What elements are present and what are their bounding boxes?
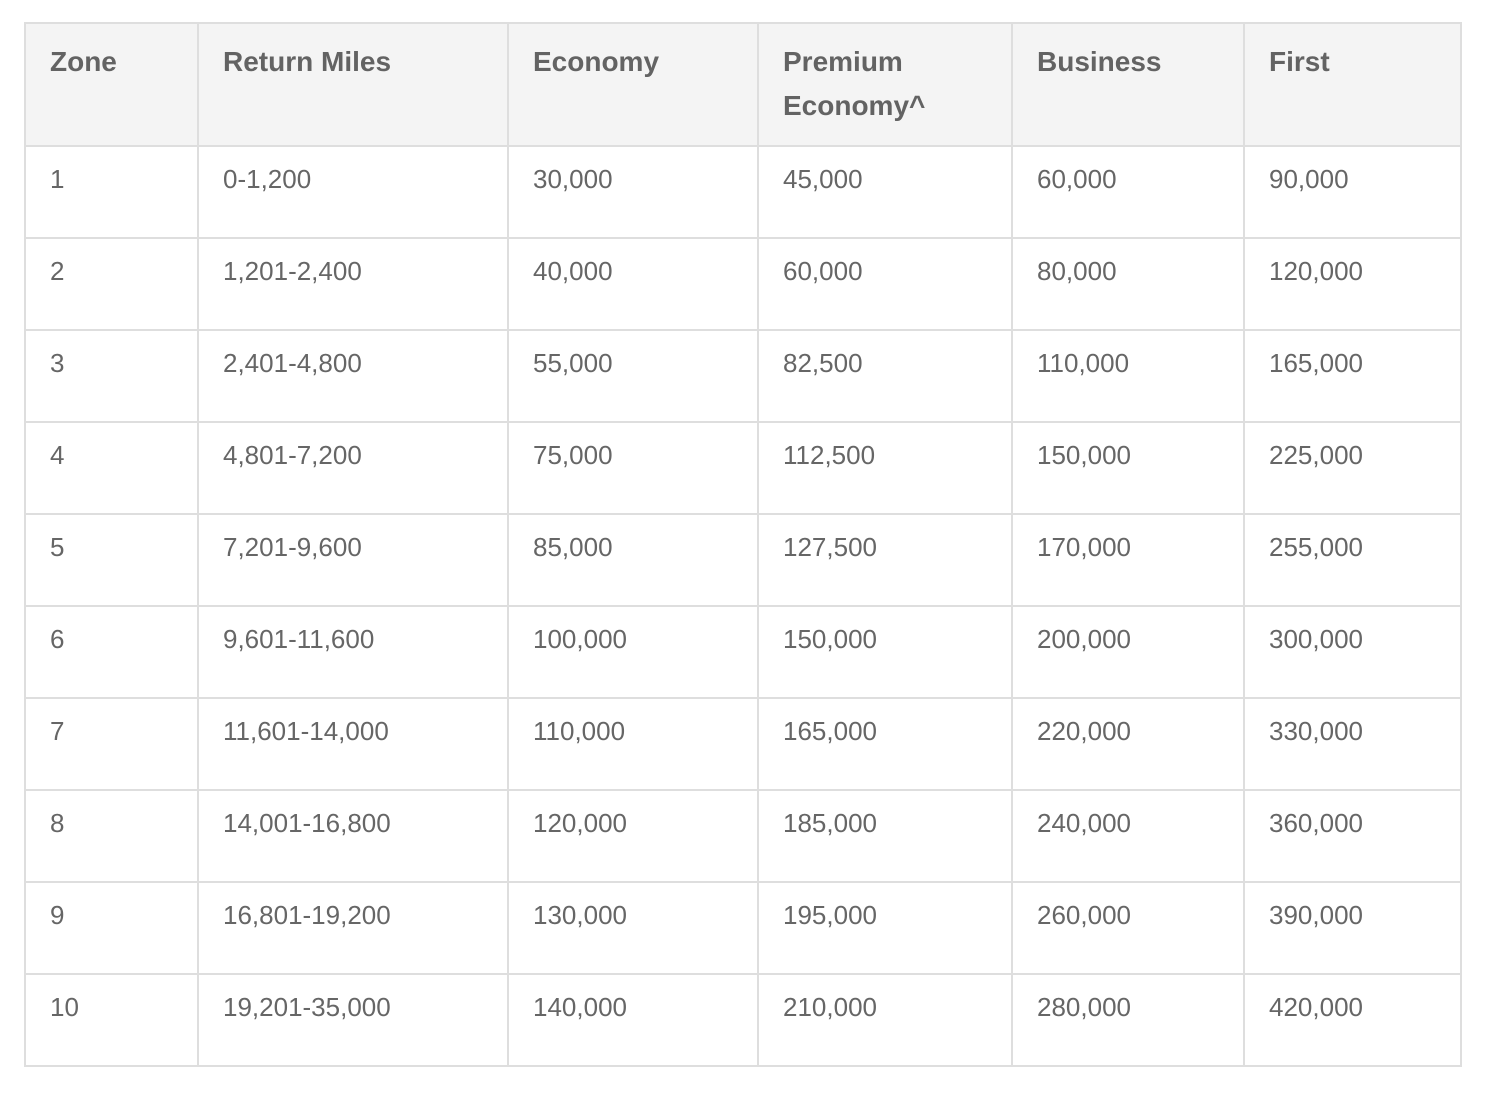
- cell-economy: 100,000: [507, 605, 759, 699]
- cell-return-miles: 1,201-2,400: [197, 237, 509, 331]
- cell-zone: 5: [24, 513, 199, 607]
- cell-zone: 8: [24, 789, 199, 883]
- table-row: 8 14,001-16,800 120,000 185,000 240,000 …: [24, 789, 1462, 883]
- cell-return-miles: 0-1,200: [197, 145, 509, 239]
- award-chart-table-container: Zone Return Miles Economy Premium Econom…: [24, 22, 1462, 1067]
- cell-economy: 110,000: [507, 697, 759, 791]
- cell-first: 165,000: [1243, 329, 1462, 423]
- cell-zone: 9: [24, 881, 199, 975]
- cell-premium-economy: 150,000: [757, 605, 1013, 699]
- cell-economy: 120,000: [507, 789, 759, 883]
- table-row: 4 4,801-7,200 75,000 112,500 150,000 225…: [24, 421, 1462, 515]
- cell-economy: 40,000: [507, 237, 759, 331]
- table-row: 2 1,201-2,400 40,000 60,000 80,000 120,0…: [24, 237, 1462, 331]
- cell-business: 170,000: [1011, 513, 1245, 607]
- cell-zone: 4: [24, 421, 199, 515]
- cell-economy: 75,000: [507, 421, 759, 515]
- header-first: First: [1243, 22, 1462, 147]
- header-return-miles: Return Miles: [197, 22, 509, 147]
- cell-zone: 2: [24, 237, 199, 331]
- cell-economy: 85,000: [507, 513, 759, 607]
- table-row: 10 19,201-35,000 140,000 210,000 280,000…: [24, 973, 1462, 1067]
- cell-premium-economy: 165,000: [757, 697, 1013, 791]
- cell-return-miles: 19,201-35,000: [197, 973, 509, 1067]
- cell-premium-economy: 127,500: [757, 513, 1013, 607]
- table-row: 6 9,601-11,600 100,000 150,000 200,000 3…: [24, 605, 1462, 699]
- cell-return-miles: 9,601-11,600: [197, 605, 509, 699]
- header-business: Business: [1011, 22, 1245, 147]
- cell-premium-economy: 195,000: [757, 881, 1013, 975]
- cell-business: 220,000: [1011, 697, 1245, 791]
- table-body: 1 0-1,200 30,000 45,000 60,000 90,000 2 …: [24, 145, 1462, 1067]
- table-row: 1 0-1,200 30,000 45,000 60,000 90,000: [24, 145, 1462, 239]
- cell-business: 80,000: [1011, 237, 1245, 331]
- cell-return-miles: 16,801-19,200: [197, 881, 509, 975]
- cell-zone: 7: [24, 697, 199, 791]
- cell-business: 110,000: [1011, 329, 1245, 423]
- table-row: 5 7,201-9,600 85,000 127,500 170,000 255…: [24, 513, 1462, 607]
- cell-economy: 140,000: [507, 973, 759, 1067]
- header-zone: Zone: [24, 22, 199, 147]
- award-chart-table: Zone Return Miles Economy Premium Econom…: [24, 22, 1462, 1067]
- header-row: Zone Return Miles Economy Premium Econom…: [24, 22, 1462, 147]
- cell-economy: 30,000: [507, 145, 759, 239]
- cell-premium-economy: 210,000: [757, 973, 1013, 1067]
- cell-premium-economy: 60,000: [757, 237, 1013, 331]
- cell-zone: 3: [24, 329, 199, 423]
- cell-economy: 55,000: [507, 329, 759, 423]
- cell-premium-economy: 82,500: [757, 329, 1013, 423]
- cell-return-miles: 2,401-4,800: [197, 329, 509, 423]
- table-row: 7 11,601-14,000 110,000 165,000 220,000 …: [24, 697, 1462, 791]
- cell-premium-economy: 112,500: [757, 421, 1013, 515]
- cell-first: 300,000: [1243, 605, 1462, 699]
- header-economy: Economy: [507, 22, 759, 147]
- cell-return-miles: 14,001-16,800: [197, 789, 509, 883]
- cell-first: 120,000: [1243, 237, 1462, 331]
- cell-business: 150,000: [1011, 421, 1245, 515]
- cell-first: 390,000: [1243, 881, 1462, 975]
- cell-business: 260,000: [1011, 881, 1245, 975]
- cell-economy: 130,000: [507, 881, 759, 975]
- cell-business: 280,000: [1011, 973, 1245, 1067]
- cell-first: 255,000: [1243, 513, 1462, 607]
- cell-zone: 6: [24, 605, 199, 699]
- header-premium-economy: Premium Economy^: [757, 22, 1013, 147]
- cell-first: 225,000: [1243, 421, 1462, 515]
- cell-first: 90,000: [1243, 145, 1462, 239]
- cell-zone: 1: [24, 145, 199, 239]
- cell-premium-economy: 185,000: [757, 789, 1013, 883]
- table-row: 3 2,401-4,800 55,000 82,500 110,000 165,…: [24, 329, 1462, 423]
- table-row: 9 16,801-19,200 130,000 195,000 260,000 …: [24, 881, 1462, 975]
- cell-premium-economy: 45,000: [757, 145, 1013, 239]
- cell-return-miles: 11,601-14,000: [197, 697, 509, 791]
- cell-zone: 10: [24, 973, 199, 1067]
- table-header: Zone Return Miles Economy Premium Econom…: [24, 22, 1462, 147]
- cell-return-miles: 7,201-9,600: [197, 513, 509, 607]
- cell-business: 60,000: [1011, 145, 1245, 239]
- cell-return-miles: 4,801-7,200: [197, 421, 509, 515]
- cell-business: 200,000: [1011, 605, 1245, 699]
- cell-first: 360,000: [1243, 789, 1462, 883]
- cell-first: 330,000: [1243, 697, 1462, 791]
- cell-first: 420,000: [1243, 973, 1462, 1067]
- cell-business: 240,000: [1011, 789, 1245, 883]
